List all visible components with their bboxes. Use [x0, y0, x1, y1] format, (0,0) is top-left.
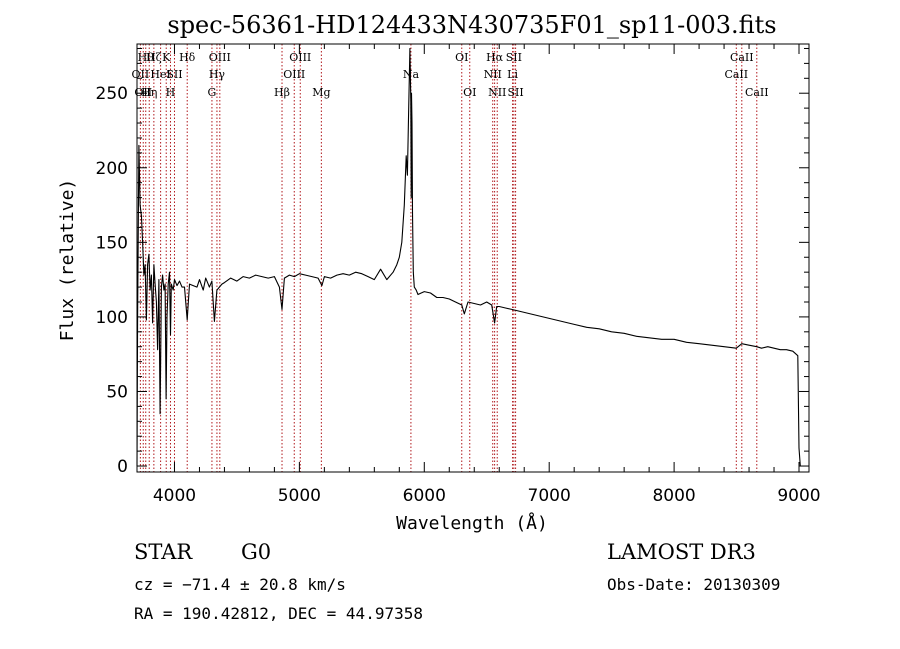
line-label-sii: SII — [506, 51, 522, 64]
line-label-na: Na — [403, 68, 420, 81]
line-label-caii: CaII — [724, 68, 748, 81]
line-label-hα: Hα — [486, 51, 504, 64]
y-tick-label: 0 — [117, 457, 128, 477]
x-tick-label: 9000 — [777, 486, 820, 506]
line-label-nii: NII — [484, 68, 502, 81]
flux-series-line — [136, 47, 801, 467]
line-label-k: K — [162, 51, 171, 64]
x-tick-label: 8000 — [652, 486, 695, 506]
y-tick-labels: 0 50 100 150 200 250 — [96, 84, 128, 477]
line-label-sii: SII — [166, 68, 182, 81]
line-label-oi: OI — [463, 86, 476, 99]
y-tick-label: 100 — [96, 308, 128, 328]
object-class: STAR — [134, 540, 193, 564]
line-label-hβ: Hβ — [274, 86, 290, 99]
line-label-oiii: OIII — [289, 51, 311, 64]
spectral-line-markers — [139, 44, 758, 472]
line-label-caii: CaII — [745, 86, 769, 99]
line-label-oiii: OIII — [209, 51, 231, 64]
x-tick-label: 6000 — [403, 486, 446, 506]
y-tick-label: 200 — [96, 159, 128, 179]
axis-ticks — [137, 44, 809, 472]
line-label-hγ: Hγ — [209, 68, 226, 81]
coordinates: RA = 190.42812, DEC = 44.97358 — [134, 604, 423, 623]
line-label-hδ: Hδ — [179, 51, 196, 64]
line-label-g: G — [208, 86, 217, 99]
observation-date: Obs-Date: 20130309 — [607, 575, 781, 594]
line-label-oii: OII — [132, 68, 150, 81]
y-tick-label: 50 — [106, 382, 128, 402]
x-tick-label: 4000 — [153, 486, 196, 506]
survey-name: LAMOST DR3 — [607, 540, 756, 564]
plot-frame — [136, 43, 810, 473]
line-label-li: Li — [507, 68, 518, 81]
line-label-oiii: OIII — [283, 68, 305, 81]
line-label-hη: Hη — [141, 86, 157, 99]
line-label-mg: Mg — [312, 86, 330, 99]
object-subclass: G0 — [241, 540, 272, 564]
y-axis-title: Flux (relative) — [57, 179, 78, 342]
x-tick-labels: 4000 5000 6000 7000 8000 9000 — [153, 486, 821, 506]
line-label-nii: NII — [488, 86, 506, 99]
line-label-oii: OII — [134, 86, 152, 99]
y-tick-label: 150 — [96, 233, 128, 253]
x-tick-label: 7000 — [528, 486, 571, 506]
line-label-oi: OI — [455, 51, 468, 64]
x-axis-title: Wavelength (Å) — [396, 512, 548, 534]
line-label-hei: HeI — [150, 68, 170, 81]
y-tick-label: 250 — [96, 84, 128, 104]
line-label-hζ: Hζ — [146, 51, 162, 64]
line-label-caii: CaII — [730, 51, 754, 64]
redshift-cz: cz = −71.4 ± 20.8 km/s — [134, 575, 346, 594]
line-label-h: H — [166, 86, 176, 99]
line-label-sii: SII — [507, 86, 523, 99]
chart-title: spec-56361-HD124433N430735F01_sp11-003.f… — [167, 11, 776, 39]
line-label-hθ: Hθ — [138, 51, 155, 64]
x-tick-label: 5000 — [278, 486, 321, 506]
spectral-line-labels: OII OII Hθ Hη Hζ HeI K H SII Hδ G Hγ OIII Hβ OIII OIII M… — [132, 51, 769, 99]
